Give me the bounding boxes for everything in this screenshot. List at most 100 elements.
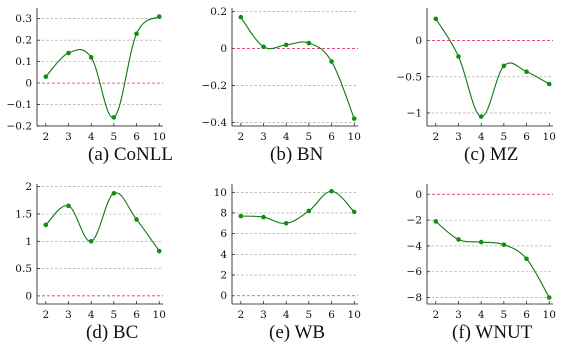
x-tick-label: 4 bbox=[88, 309, 95, 321]
y-tick-label: 0.2 bbox=[15, 35, 32, 47]
y-tick-label: 10 bbox=[214, 187, 227, 199]
x-tick-label: 10 bbox=[543, 309, 556, 321]
chart-panel-4: 0 0.5 1 1.5 2 2 3 4 5 6 10 (d) BC bbox=[15, 181, 166, 343]
y-tick-label: −0.1 bbox=[7, 99, 33, 111]
y-tick-label: 4 bbox=[220, 249, 227, 261]
y-tick-label: 0 bbox=[415, 189, 422, 201]
x-tick-label: 6 bbox=[133, 131, 140, 143]
y-tick-label: 0 bbox=[415, 35, 422, 47]
data-point bbox=[238, 14, 244, 20]
x-tick-label: 4 bbox=[88, 131, 95, 143]
series-line bbox=[45, 192, 160, 252]
data-point bbox=[306, 208, 312, 214]
x-tick-label: 10 bbox=[153, 309, 166, 321]
series-line bbox=[240, 190, 355, 224]
data-point bbox=[329, 59, 334, 64]
series-line bbox=[240, 16, 355, 119]
chart-panel-1: −0.2 −0.1 0 0.1 0.2 0.3 2 3 4 5 6 10(a) CoNLL bbox=[7, 8, 173, 165]
y-tick-label: 1 bbox=[25, 236, 32, 248]
data-point bbox=[88, 238, 94, 244]
x-tick-label: 2 bbox=[237, 131, 244, 143]
data-point bbox=[501, 63, 507, 69]
series-line bbox=[45, 16, 160, 118]
y-tick-label: 6 bbox=[220, 228, 227, 240]
y-tick-label: 0 bbox=[220, 43, 227, 55]
chart-caption: (d) BC bbox=[86, 322, 138, 343]
x-tick-label: 5 bbox=[501, 131, 508, 143]
x-tick-label: 10 bbox=[348, 131, 361, 143]
x-tick-label: 3 bbox=[455, 131, 462, 143]
data-point bbox=[478, 114, 484, 119]
y-tick-label: −0.5 bbox=[397, 71, 423, 83]
y-tick-label: −8 bbox=[407, 292, 422, 304]
y-tick-label: 0.3 bbox=[15, 13, 32, 25]
data-point bbox=[546, 81, 552, 87]
data-point bbox=[351, 116, 357, 121]
data-point bbox=[134, 31, 139, 37]
chart-caption: (c) MZ bbox=[464, 144, 518, 165]
data-point bbox=[501, 242, 507, 247]
y-tick-label: 0.1 bbox=[15, 56, 32, 68]
data-point bbox=[43, 74, 49, 79]
data-point bbox=[66, 50, 71, 56]
data-point bbox=[351, 209, 357, 215]
x-tick-label: 4 bbox=[283, 131, 290, 143]
y-tick-label: −0.4 bbox=[202, 117, 228, 129]
x-tick-label: 3 bbox=[65, 309, 72, 321]
data-point bbox=[524, 256, 529, 262]
x-tick-label: 6 bbox=[523, 131, 530, 143]
y-tick-label: 1.5 bbox=[15, 209, 32, 221]
y-tick-label: 0.5 bbox=[15, 263, 32, 275]
series-line bbox=[435, 220, 550, 298]
x-tick-label: 10 bbox=[543, 131, 556, 143]
data-point bbox=[329, 188, 334, 194]
data-point bbox=[306, 40, 312, 46]
data-point bbox=[261, 214, 266, 220]
y-tick-label: 2 bbox=[220, 270, 227, 282]
x-tick-label: 5 bbox=[111, 131, 118, 143]
data-point bbox=[66, 203, 71, 209]
x-tick-label: 3 bbox=[260, 309, 267, 321]
x-tick-label: 6 bbox=[328, 131, 335, 143]
data-point bbox=[111, 190, 117, 196]
data-point bbox=[456, 237, 461, 242]
x-tick-label: 3 bbox=[65, 131, 72, 143]
y-tick-label: −4 bbox=[407, 240, 423, 252]
data-point bbox=[546, 295, 552, 300]
x-tick-label: 4 bbox=[478, 309, 485, 321]
x-tick-label: 5 bbox=[501, 309, 508, 321]
chart-panel-2: −0.4 −0.2 0 0.2 2 3 4 5 6 10 (b) BN bbox=[202, 6, 361, 165]
y-tick-label: −0.2 bbox=[202, 80, 228, 92]
x-tick-label: 2 bbox=[42, 309, 49, 321]
data-point bbox=[156, 14, 162, 19]
x-tick-label: 10 bbox=[153, 131, 166, 143]
x-tick-label: 10 bbox=[348, 309, 361, 321]
x-tick-label: 5 bbox=[306, 309, 313, 321]
chart-caption: (b) BN bbox=[270, 144, 324, 165]
data-point bbox=[478, 239, 484, 245]
x-tick-label: 2 bbox=[432, 309, 439, 321]
y-tick-label: 0 bbox=[25, 290, 32, 302]
chart-panel-6: −8 −6 −4 −2 0 2 3 4 5 6 10 (f) WNUT bbox=[407, 184, 556, 343]
y-tick-label: −2 bbox=[407, 215, 422, 227]
chart-caption: (f) WNUT bbox=[452, 322, 533, 343]
x-tick-label: 2 bbox=[432, 131, 439, 143]
x-tick-label: 2 bbox=[237, 309, 244, 321]
y-tick-label: −1 bbox=[407, 107, 422, 119]
x-tick-label: 5 bbox=[111, 309, 118, 321]
y-tick-label: 0 bbox=[220, 290, 227, 302]
data-point bbox=[238, 213, 244, 219]
chart-caption: (e) WB bbox=[269, 322, 325, 343]
data-point bbox=[134, 217, 139, 222]
x-tick-label: 4 bbox=[283, 309, 290, 321]
x-tick-label: 5 bbox=[306, 131, 313, 143]
y-tick-label: 8 bbox=[220, 207, 227, 219]
x-tick-label: 3 bbox=[455, 309, 462, 321]
x-tick-label: 4 bbox=[478, 131, 485, 143]
data-point bbox=[456, 54, 461, 59]
chart-panel-3: −1 −0.5 0 2 3 4 5 6 10 (c) MZ bbox=[397, 8, 556, 165]
data-point bbox=[283, 42, 289, 48]
y-tick-label: 2 bbox=[25, 181, 32, 193]
